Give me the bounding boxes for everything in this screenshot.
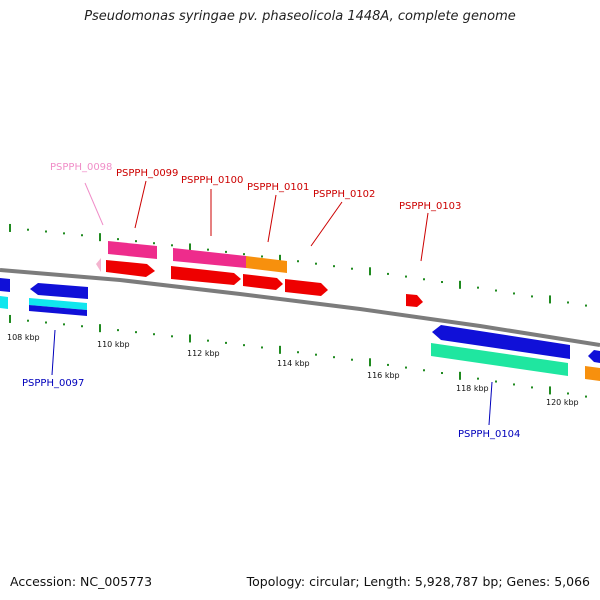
leader-pspph-0098 xyxy=(84,182,104,226)
genome-backbone xyxy=(0,268,600,347)
label-pspph-0102[interactable]: PSPPH_0102 xyxy=(313,189,375,200)
scale-label-110: 110 kbp xyxy=(97,340,130,349)
gene-arrow-pspph-0100-pink[interactable] xyxy=(173,248,246,268)
label-pspph-0097[interactable]: PSPPH_0097 xyxy=(22,378,84,389)
scale-labels: 108 kbp 110 kbp 112 kbp 114 kbp 116 kbp … xyxy=(7,333,579,407)
scale-label-116: 116 kbp xyxy=(367,371,400,380)
label-pspph-0101[interactable]: PSPPH_0101 xyxy=(247,182,309,193)
gene-arrow-left-edge-blue[interactable] xyxy=(0,278,10,292)
gene-arrow-pspph-0097[interactable] xyxy=(30,283,88,299)
scale-label-108: 108 kbp xyxy=(7,333,40,342)
label-pspph-0100[interactable]: PSPPH_0100 xyxy=(181,175,243,186)
leader-pspph-0104 xyxy=(488,381,493,426)
accession-text: Accession: NC_005773 xyxy=(10,574,153,589)
gene-arrow-pspph-0099[interactable] xyxy=(106,260,155,277)
gene-arrow-pspph-0097-cyan[interactable] xyxy=(29,298,87,310)
label-pspph-0103[interactable]: PSPPH_0103 xyxy=(399,201,461,212)
gene-labels: PSPPH_0098 PSPPH_0099 PSPPH_0100 PSPPH_0… xyxy=(22,162,520,440)
scale-label-120: 120 kbp xyxy=(546,398,579,407)
leader-pspph-0097 xyxy=(51,329,56,376)
label-leaders xyxy=(51,180,493,426)
gene-arrow-pspph-0097-blue2[interactable] xyxy=(29,305,87,316)
gene-arrow-pspph-0102[interactable] xyxy=(285,279,328,296)
gene-arrow-pspph-0104-teal[interactable] xyxy=(431,343,568,376)
inner-tick-ring xyxy=(9,314,587,398)
gene-arrow-pspph-0099-pink[interactable] xyxy=(108,241,157,259)
scale-label-112: 112 kbp xyxy=(187,349,220,358)
gene-arrow-pspph-0103[interactable] xyxy=(406,294,423,307)
leader-pspph-0102 xyxy=(310,201,343,247)
outer-tick-ring xyxy=(9,223,587,307)
leader-pspph-0103 xyxy=(420,212,429,262)
gene-arrow-pspph-0098[interactable] xyxy=(96,258,101,272)
forward-genes xyxy=(96,241,423,307)
leader-pspph-0099 xyxy=(134,180,147,229)
gene-arrow-pspph-0100[interactable] xyxy=(171,266,241,285)
gene-arrow-pspph-0100-orange[interactable] xyxy=(246,256,287,273)
topology-text: Topology: circular; Length: 5,928,787 bp… xyxy=(246,574,590,589)
gene-arrow-right-edge-blue[interactable] xyxy=(588,350,600,363)
gene-arrow-left-edge-cyan[interactable] xyxy=(0,296,8,309)
leader-pspph-0101 xyxy=(267,194,277,243)
reverse-genes xyxy=(0,278,600,381)
label-pspph-0104[interactable]: PSPPH_0104 xyxy=(458,429,520,440)
label-pspph-0098[interactable]: PSPPH_0098 xyxy=(50,162,112,173)
genome-title: Pseudomonas syringae pv. phaseolicola 14… xyxy=(84,9,516,24)
gene-arrow-pspph-0104[interactable] xyxy=(432,325,570,359)
scale-label-114: 114 kbp xyxy=(277,359,310,368)
gene-arrow-right-edge-orange[interactable] xyxy=(585,366,600,381)
gene-arrow-pspph-0101[interactable] xyxy=(243,274,283,290)
label-pspph-0099[interactable]: PSPPH_0099 xyxy=(116,168,178,179)
scale-label-118: 118 kbp xyxy=(456,384,489,393)
